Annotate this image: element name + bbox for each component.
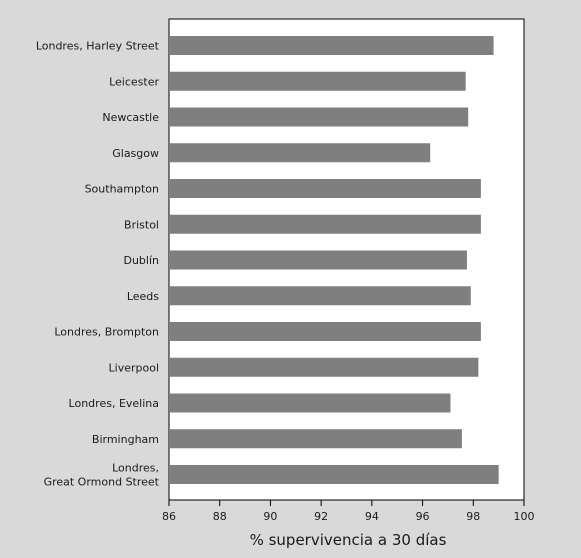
category-label: Bristol <box>124 218 159 231</box>
category-label: Southampton <box>85 183 159 196</box>
category-label: Glasgow <box>112 147 159 160</box>
x-tick-label: 86 <box>162 510 176 523</box>
x-axis-title: % supervivencia a 30 días <box>250 531 447 549</box>
x-tick-label: 96 <box>416 510 430 523</box>
category-label: Londres, Great Ormond Street <box>44 462 160 489</box>
bar <box>169 143 431 163</box>
bar <box>169 71 466 91</box>
bar <box>169 107 469 127</box>
category-label: Liverpool <box>109 361 159 374</box>
category-label: Leicester <box>109 75 159 88</box>
bar <box>169 250 467 270</box>
bar <box>169 36 494 55</box>
bar <box>169 322 481 341</box>
x-tick-label: 98 <box>466 510 480 523</box>
category-label: Leeds <box>127 290 159 303</box>
bar <box>169 179 481 198</box>
x-tick-label: 94 <box>365 510 379 523</box>
bar <box>169 465 499 484</box>
category-label: Newcastle <box>102 111 159 124</box>
bars-layer <box>169 36 499 484</box>
bar <box>169 214 481 234</box>
x-tick-label: 100 <box>514 510 535 523</box>
x-tick-label: 88 <box>213 510 227 523</box>
category-label: Birmingham <box>92 433 159 446</box>
category-label: Londres, Harley Street <box>36 40 160 53</box>
category-labels: Londres, Harley Street Leicester Newcastle… <box>36 40 160 489</box>
bar <box>169 286 471 306</box>
x-axis-ticks: 86 88 90 92 94 96 98 100 <box>162 500 535 523</box>
category-label: Dublín <box>123 254 159 267</box>
category-label: Londres, Brompton <box>54 326 159 339</box>
bar <box>169 393 451 413</box>
bar <box>169 357 479 377</box>
x-tick-label: 92 <box>314 510 328 523</box>
category-label: Londres, Evelina <box>69 397 159 410</box>
bar <box>169 429 462 449</box>
x-tick-label: 90 <box>263 510 277 523</box>
